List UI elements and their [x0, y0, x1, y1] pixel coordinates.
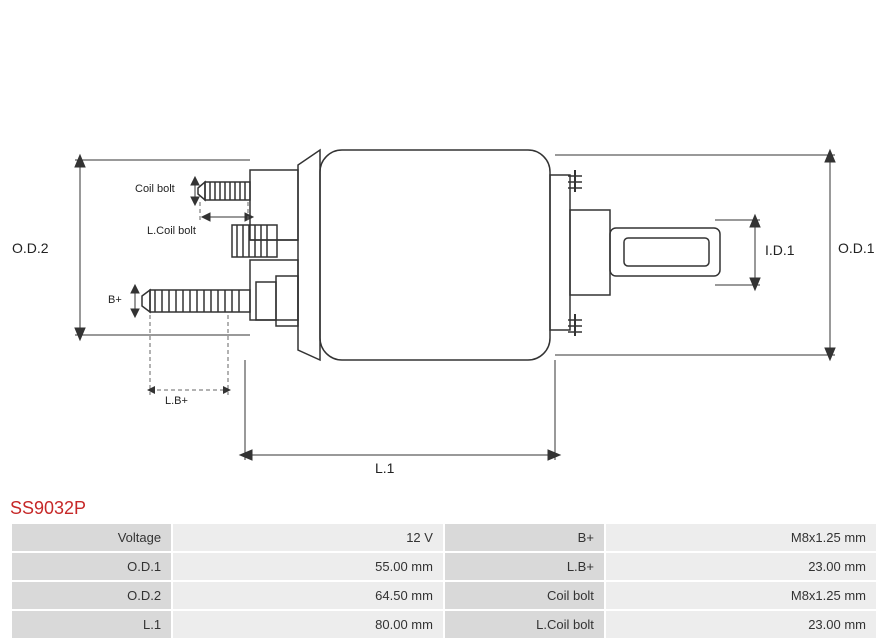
diagram-svg: [0, 10, 889, 490]
spec-label: Voltage: [12, 524, 171, 551]
table-row: Voltage 12 V B+ M8x1.25 mm: [12, 524, 876, 551]
technical-diagram: O.D.2 O.D.1 I.D.1 L.1 L.B+ B+ Coil bolt …: [0, 10, 889, 490]
spec-value: M8x1.25 mm: [606, 524, 876, 551]
spec-table-body: Voltage 12 V B+ M8x1.25 mm O.D.1 55.00 m…: [12, 524, 876, 638]
label-od2: O.D.2: [12, 240, 49, 256]
table-row: O.D.2 64.50 mm Coil bolt M8x1.25 mm: [12, 582, 876, 609]
spec-value: 12 V: [173, 524, 443, 551]
label-id1: I.D.1: [765, 242, 795, 258]
part-number: SS9032P: [10, 498, 86, 519]
spec-value: 64.50 mm: [173, 582, 443, 609]
spec-value: 23.00 mm: [606, 553, 876, 580]
spec-label: Coil bolt: [445, 582, 604, 609]
spec-label: O.D.2: [12, 582, 171, 609]
label-coilbolt: Coil bolt: [135, 183, 175, 195]
table-row: O.D.1 55.00 mm L.B+ 23.00 mm: [12, 553, 876, 580]
spec-label: O.D.1: [12, 553, 171, 580]
label-l1: L.1: [375, 460, 394, 476]
spec-table: Voltage 12 V B+ M8x1.25 mm O.D.1 55.00 m…: [10, 522, 878, 640]
label-lcoilbolt: L.Coil bolt: [147, 225, 196, 237]
spec-label: B+: [445, 524, 604, 551]
label-lbplus: L.B+: [165, 395, 188, 407]
spec-value: 55.00 mm: [173, 553, 443, 580]
spec-value: M8x1.25 mm: [606, 582, 876, 609]
spec-label: L.B+: [445, 553, 604, 580]
label-bplus: B+: [108, 294, 122, 306]
label-od1: O.D.1: [838, 240, 875, 256]
